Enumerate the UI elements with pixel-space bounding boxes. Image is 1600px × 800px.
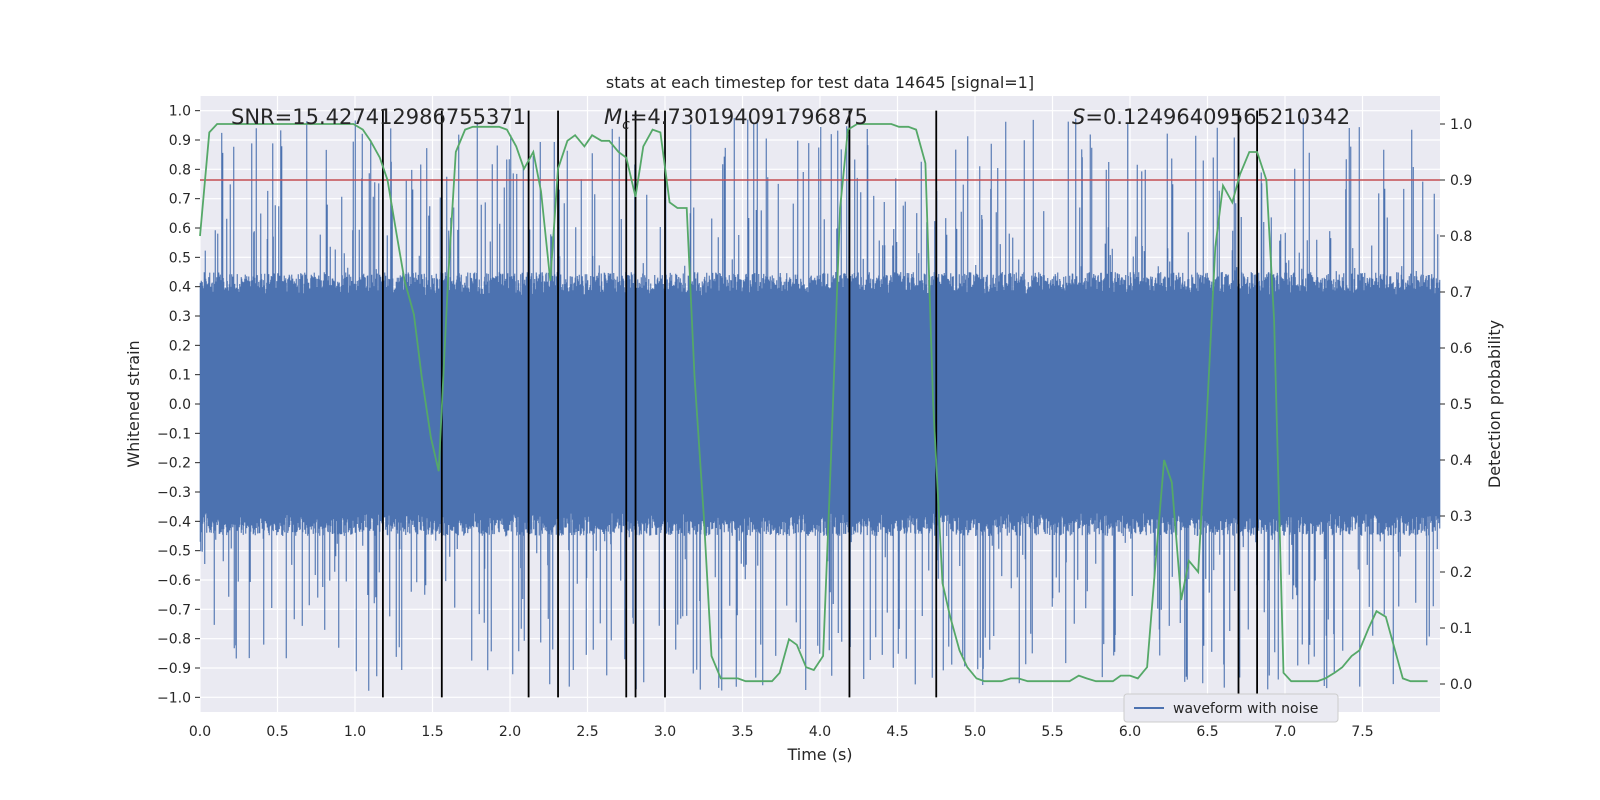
legend-box [1123,693,1339,723]
snr-annotation: SNR=15.427412986755371 [231,105,526,129]
y-axis-ticks: 1.0 0.9 0.8 0.7 0.6 0.5 0.4 0.3 0.2 0.1 0.0 −0.1 −0.… [157,104,200,706]
y-tick-label: 0.7 [169,192,191,208]
x-tick-label: 7.0 [1274,724,1296,740]
chirp-mass-symbol: M [604,105,622,129]
y-tick-label: 0.4 [169,280,191,296]
y-tick-label: 0.3 [169,309,191,325]
y-tick-label: 0.2 [169,338,191,354]
y-tick-label: −0.9 [157,661,191,677]
x-tick-label: 1.0 [344,724,366,740]
y2-tick-label: 0.3 [1450,509,1472,525]
x-tick-label: 0.0 [189,724,211,740]
y-tick-label: −0.3 [157,485,191,501]
s-symbol: S [1072,105,1085,129]
x-tick-label: 4.0 [809,724,831,740]
x-tick-label: 4.5 [886,724,908,740]
y2-tick-label: 0.0 [1450,677,1472,693]
probability-line [199,123,1428,683]
x-tick-label: 6.0 [1119,724,1141,740]
x-tick-label: 2.0 [499,724,521,740]
y2-axis-label: Detection probability [1485,320,1504,488]
y-tick-label: −0.5 [157,544,191,560]
chirp-mass-value: =4.730194091796875 [630,105,868,129]
y2-axis-ticks: 1.0 0.9 0.8 0.7 0.6 0.5 0.4 0.3 0.2 0.1 0.0 [1440,117,1472,693]
y2-tick-label: 0.2 [1450,565,1472,581]
y-tick-label: 0.8 [169,162,191,178]
y-tick-label: −0.4 [157,514,191,530]
x-tick-label: 5.0 [964,724,986,740]
y-tick-label: 1.0 [169,104,191,120]
x-tick-label: 1.5 [421,724,443,740]
y2-tick-label: 0.5 [1450,397,1472,413]
y-tick-label: −1.0 [157,690,191,706]
x-tick-label: 0.5 [266,724,288,740]
x-axis-label: Time (s) [786,745,852,764]
legend-entry-waveform: waveform with noise [1173,701,1318,717]
y-tick-label: 0.0 [169,397,191,413]
y-axis-label: Whitened strain [124,340,143,467]
event-markers [381,110,1258,698]
y-tick-label: 0.6 [169,221,191,237]
x-tick-label: 7.5 [1351,724,1373,740]
y2-tick-label: 1.0 [1450,117,1472,133]
y-tick-label: 0.1 [169,368,191,384]
y2-tick-label: 0.1 [1450,621,1472,637]
y-tick-label: −0.6 [157,573,191,589]
s-value: =0.12496409565210342 [1085,105,1350,129]
x-tick-label: 3.5 [731,724,753,740]
chart-title: stats at each timestep for test data 146… [606,73,1034,92]
y-tick-label: 0.9 [169,133,191,149]
y-tick-label: −0.8 [157,632,191,648]
waveform-series [199,118,1441,691]
waveform-line [199,118,1441,691]
chirp-mass-subscript: c [622,117,630,133]
y2-tick-label: 0.6 [1450,341,1472,357]
y-tick-label: −0.2 [157,456,191,472]
y2-tick-label: 0.7 [1450,285,1472,301]
y2-tick-label: 0.9 [1450,173,1472,189]
legend: waveform with noise [1123,693,1339,723]
s-annotation: S=0.12496409565210342 [1072,105,1350,129]
y2-tick-label: 0.8 [1450,229,1472,245]
y2-tick-label: 0.4 [1450,453,1472,469]
x-tick-label: 3.0 [654,724,676,740]
x-tick-label: 5.5 [1041,724,1063,740]
chirp-mass-annotation: Mc=4.730194091796875 [604,105,868,133]
x-axis-ticks: 0.0 0.5 1.0 1.5 2.0 2.5 3.0 3.5 4.0 4.5 5.0 5.5 6.0 6… [189,724,1374,740]
y-tick-label: −0.1 [157,426,191,442]
y-tick-label: 0.5 [169,250,191,266]
x-tick-label: 6.5 [1196,724,1218,740]
probability-series [199,123,1428,683]
y-tick-label: −0.7 [157,602,191,618]
x-tick-label: 2.5 [576,724,598,740]
